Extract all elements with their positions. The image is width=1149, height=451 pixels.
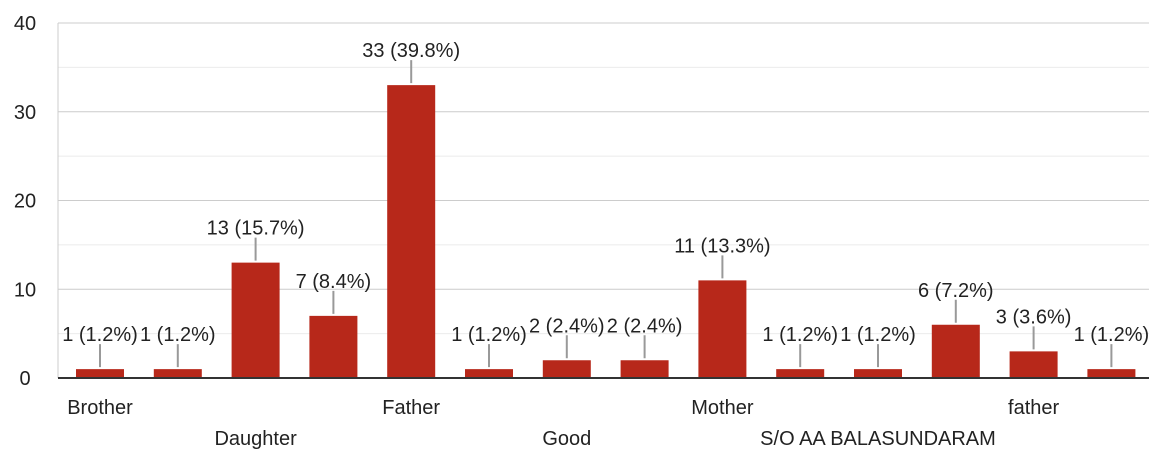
y-tick-label: 20	[14, 191, 36, 213]
bar	[854, 369, 902, 378]
bar	[309, 315, 358, 378]
bar	[387, 85, 436, 378]
data-label: 1 (1.2%)	[1074, 324, 1149, 346]
data-label: 13 (15.7%)	[207, 218, 305, 240]
bar	[1009, 351, 1058, 378]
y-tick-label: 30	[14, 102, 36, 124]
data-label: 1 (1.2%)	[140, 324, 216, 346]
data-label: 11 (13.3%)	[674, 235, 770, 257]
bar	[776, 369, 825, 378]
bar	[76, 369, 124, 378]
bar	[153, 369, 202, 378]
x-category-label: father	[1008, 397, 1059, 419]
data-label: 1 (1.2%)	[62, 324, 138, 346]
x-category-label: Brother	[67, 397, 133, 419]
data-label: 1 (1.2%)	[840, 324, 916, 346]
data-label: 2 (2.4%)	[607, 315, 683, 337]
data-label: 6 (7.2%)	[918, 280, 994, 302]
x-category-label: Mother	[691, 397, 754, 419]
x-category-label: Daughter	[214, 428, 297, 450]
data-label: 1 (1.2%)	[451, 324, 527, 346]
x-category-label: S/O AA BALASUNDARAM	[760, 428, 996, 450]
x-category-label: Father	[382, 397, 440, 419]
data-label: 3 (3.6%)	[996, 306, 1072, 328]
y-tick-label: 0	[19, 368, 30, 390]
data-label: 2 (2.4%)	[529, 315, 605, 337]
data-label: 33 (39.8%)	[362, 40, 460, 62]
y-tick-label: 40	[14, 13, 36, 35]
bar	[931, 324, 980, 378]
bar	[542, 360, 591, 378]
y-tick-label: 10	[14, 279, 36, 301]
bar	[1087, 369, 1136, 378]
x-category-label: Good	[542, 428, 591, 450]
bar	[465, 369, 513, 378]
bar	[231, 262, 280, 378]
data-label: 7 (8.4%)	[296, 271, 372, 293]
data-label: 1 (1.2%)	[762, 324, 838, 346]
bar	[698, 280, 747, 378]
bar	[620, 360, 669, 378]
